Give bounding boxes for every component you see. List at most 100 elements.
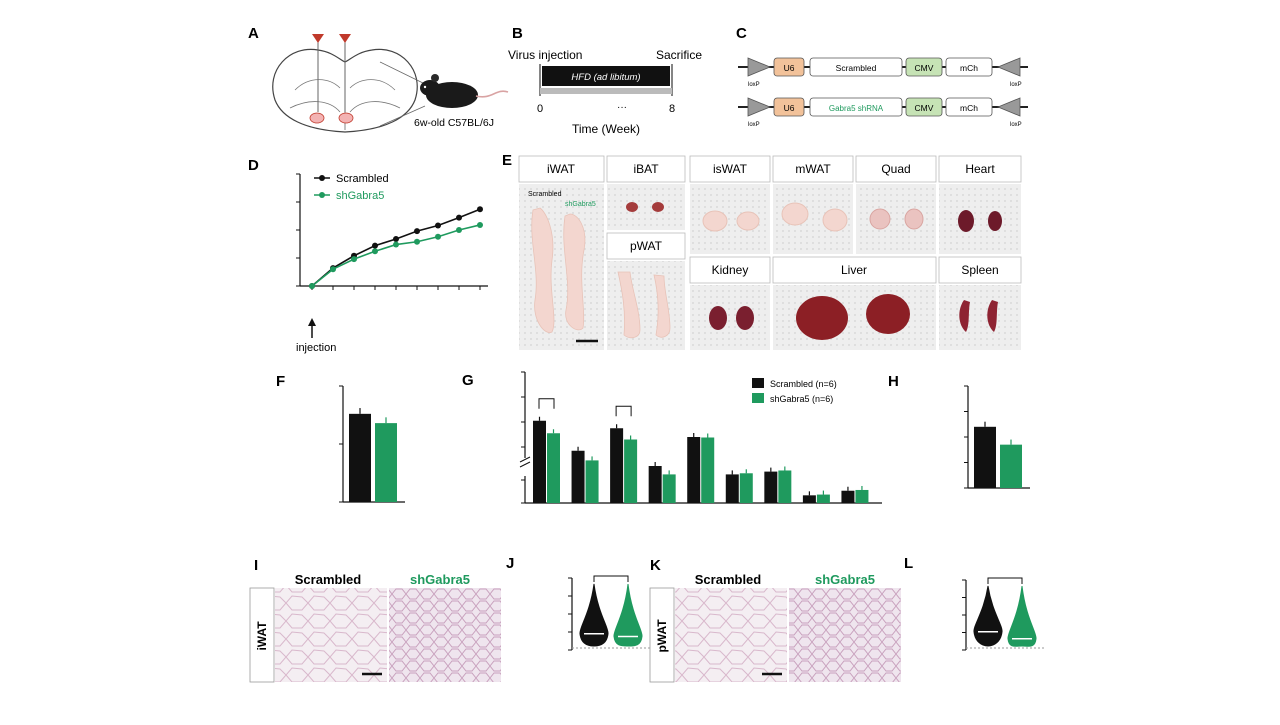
loxp-right-icon [996, 57, 1021, 77]
violin-shgabra5 [613, 583, 643, 647]
element-insert: Gabra5 shRNA [829, 104, 884, 113]
tile-label-iswat: isWAT [713, 162, 748, 176]
series-line-shgabra5 [311, 224, 481, 287]
panel-e: E iWAT Scrambled shGabra5 iBAT pWAT isWA… [502, 152, 1022, 350]
significance-bracket [593, 575, 629, 582]
tick-mid: ··· [617, 102, 627, 113]
side-label-pwat: pWAT [655, 619, 669, 653]
panel-f: F [276, 373, 405, 503]
significance-bracket [538, 398, 555, 409]
element-mch: mCh [960, 63, 978, 73]
tag-scrambled: Scrambled [528, 191, 562, 198]
legend-shgabra5: shGabra5 [336, 190, 384, 202]
data-point [456, 214, 462, 221]
bar-shgabra5 [624, 439, 638, 503]
bar-scrambled [571, 450, 585, 503]
mouse-icon [420, 74, 509, 108]
histology-iwat-shgabra5 [389, 588, 501, 682]
panel-label-h: H [888, 373, 899, 390]
panel-label-a: A [248, 25, 259, 42]
violin-scrambled [973, 585, 1003, 647]
injection-marker-icon [339, 34, 351, 43]
tile-label-kidney: Kidney [712, 263, 749, 277]
panel-b: B Virus injection Sacrifice HFD (ad libi… [508, 25, 702, 136]
bar-scrambled [610, 428, 624, 503]
histology-pwat-scrambled [675, 588, 787, 682]
loxp-label: loxP [1010, 82, 1022, 88]
loxp-label: loxP [748, 82, 760, 88]
photo-ibat [607, 184, 685, 230]
tile-label-mwat: mWAT [795, 162, 831, 176]
panel-label-i: I [254, 557, 258, 574]
panel-i: I Scrambled shGabra5 iWAT [249, 557, 501, 683]
tile-label-quad: Quad [881, 162, 910, 176]
chart-body-weight [296, 173, 488, 290]
panel-label-l: L [904, 555, 913, 572]
data-point [372, 242, 378, 249]
element-u6: U6 [784, 103, 795, 113]
panel-label-c: C [736, 25, 747, 42]
hfd-label: HFD (ad libitum) [571, 72, 640, 83]
construct-scrambled: U6 Scrambled CMV mCh loxP loxP [738, 57, 1028, 88]
photo-kidney [690, 285, 770, 350]
data-point [372, 248, 378, 255]
chart-ibat-weight [964, 385, 1030, 489]
panel-g: G Scrambled (n=6) shGabra5 (n=6) [462, 371, 882, 504]
panel-label-k: K [650, 557, 661, 574]
photo-heart [939, 184, 1021, 254]
injection-marker-icon [312, 34, 324, 43]
panel-label-b: B [512, 25, 523, 42]
data-point [351, 256, 357, 263]
panel-label-d: D [248, 157, 259, 174]
legend-g-shgabra5: shGabra5 (n=6) [770, 394, 833, 404]
panel-label-f: F [276, 373, 285, 390]
bar-scrambled [533, 420, 546, 503]
injection-label: injection [296, 342, 336, 354]
timeline-bar [540, 88, 672, 94]
panel-label-j: J [506, 555, 514, 572]
data-point [330, 266, 336, 273]
chart-food-intake [339, 385, 405, 503]
legend-g: Scrambled (n=6) shGabra5 (n=6) [752, 378, 837, 404]
legend-scrambled: Scrambled [336, 173, 389, 185]
bar-scrambled [764, 471, 778, 503]
bar-scrambled [841, 490, 855, 503]
bar-shgabra5 [1000, 444, 1022, 488]
panel-label-g: G [462, 372, 474, 389]
sacrifice-label: Sacrifice [656, 48, 702, 62]
data-point [393, 235, 399, 242]
series-line-scrambled [311, 208, 481, 287]
data-point [477, 206, 483, 213]
histology-pwat-shgabra5 [789, 588, 901, 682]
photo-quad [856, 184, 936, 254]
data-point [456, 227, 462, 233]
data-point [435, 222, 441, 229]
photo-spleen [939, 285, 1021, 350]
tile-label-heart: Heart [965, 162, 995, 176]
bar-shgabra5 [778, 470, 792, 503]
bar-scrambled [725, 474, 739, 503]
panel-k: K Scrambled shGabra5 pWAT [649, 557, 901, 683]
violin-shgabra5 [1007, 585, 1037, 647]
bar-shgabra5 [855, 489, 869, 503]
bar-scrambled [648, 466, 662, 503]
significance-bracket [615, 405, 632, 417]
data-point [477, 221, 483, 228]
panel-j: J [506, 555, 650, 651]
bar-shgabra5 [701, 437, 715, 503]
panel-d: D Scrambled shGabra5 injection [248, 157, 488, 354]
photo-iwat [519, 184, 604, 350]
construct-shgabra5: U6 Gabra5 shRNA CMV mCh loxP loxP [738, 97, 1028, 128]
bar-shgabra5 [585, 460, 599, 503]
significance-bracket [987, 577, 1023, 584]
injection-arrow-icon [308, 318, 316, 326]
bar-shgabra5 [739, 473, 753, 503]
element-mch: mCh [960, 103, 978, 113]
element-insert: Scrambled [836, 63, 877, 73]
panel-h: H [888, 373, 1030, 489]
chart-pwat-adipocyte [962, 577, 1044, 651]
tile-label-liver: Liver [841, 263, 867, 277]
panel-a: A 6w-old C57BL/6J [248, 25, 509, 133]
data-point [414, 238, 420, 245]
